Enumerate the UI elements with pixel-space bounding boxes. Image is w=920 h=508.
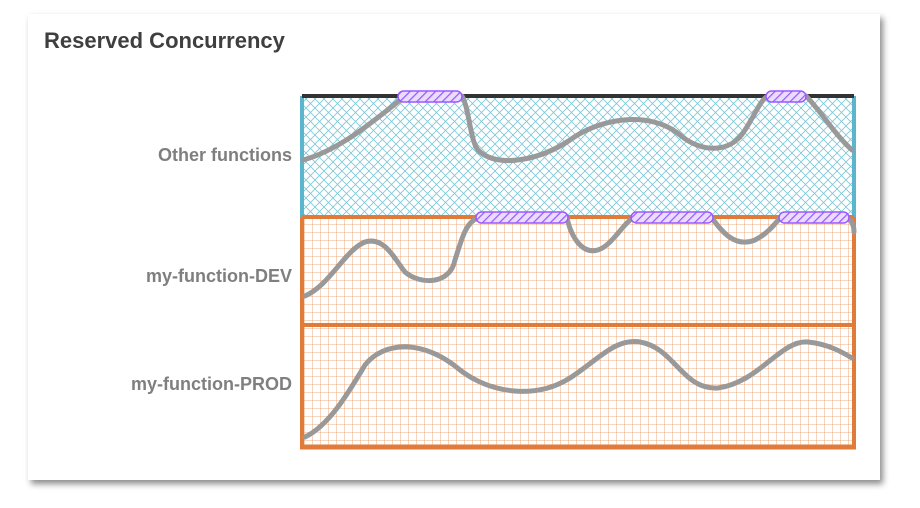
diagram-title: Reserved Concurrency: [44, 28, 285, 53]
row-label-my-function-prod: my-function-PROD: [131, 374, 292, 394]
prod-reserved-pool: [302, 325, 854, 446]
other-functions-pool: [302, 96, 854, 217]
row-label-my-function-dev: my-function-DEV: [146, 266, 292, 286]
throttle-marker-dev-1: [475, 211, 569, 224]
throttle-marker-other-2: [765, 90, 807, 103]
row-label-other-functions: Other functions: [158, 145, 292, 165]
dev-usage-curve: [302, 215, 857, 299]
dev-reserved-pool: [302, 217, 854, 325]
throttle-marker-dev-3: [778, 211, 850, 224]
throttle-marker-other-1: [397, 90, 463, 103]
prod-usage-curve: [302, 339, 855, 440]
throttle-marker-dev-2: [630, 211, 714, 224]
